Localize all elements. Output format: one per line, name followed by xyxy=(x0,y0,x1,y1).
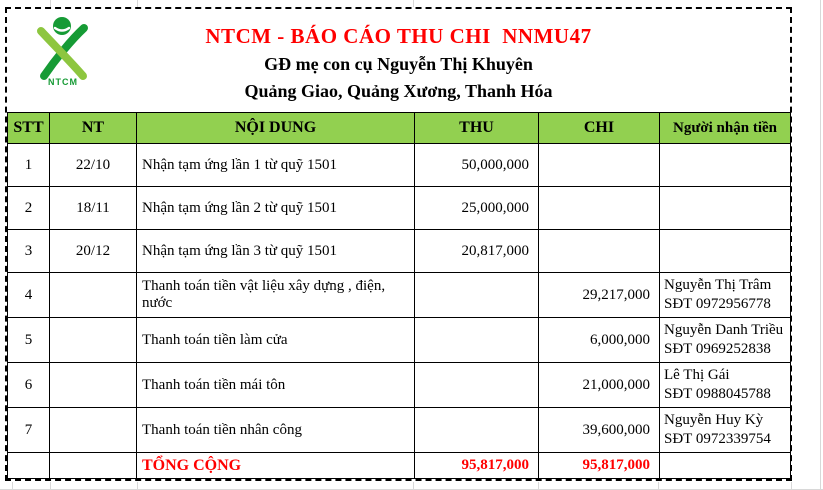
recipient-name: Nguyễn Huy Kỳ xyxy=(664,412,764,429)
logo-text: NTCM xyxy=(48,77,78,86)
cell-nt[interactable]: 20/12 xyxy=(49,229,137,273)
column-header-thu[interactable]: THU xyxy=(414,112,539,144)
cell-recipient[interactable]: Nguyễn Huy Kỳ SĐT 0972339754 xyxy=(659,407,791,453)
cell-noidung[interactable]: Thanh toán tiền làm cửa xyxy=(136,317,415,363)
column-header-chi[interactable]: CHI xyxy=(538,112,660,144)
table-row: 1 22/10 Nhận tạm ứng lần 1 từ quỹ 1501 50,0… xyxy=(7,143,791,187)
cell-nt[interactable] xyxy=(49,407,137,453)
cell-stt[interactable]: 5 xyxy=(7,317,50,363)
cell-nt[interactable]: 18/11 xyxy=(49,186,137,230)
sheet-gridline xyxy=(12,482,13,490)
recipient-name: Nguyễn Thị Trâm xyxy=(664,277,772,294)
cell-stt[interactable]: 6 xyxy=(7,362,50,408)
cell-noidung[interactable]: Nhận tạm ứng lần 3 từ quỹ 1501 xyxy=(136,229,415,273)
cell-stt[interactable]: 1 xyxy=(7,143,50,187)
sheet-gridline xyxy=(137,0,138,7)
cell-noidung[interactable]: Thanh toán tiền nhân công xyxy=(136,407,415,453)
cell-stt[interactable]: 3 xyxy=(7,229,50,273)
ntcm-logo: NTCM xyxy=(31,16,95,86)
cell-nt[interactable] xyxy=(49,272,137,318)
cell-stt[interactable]: 7 xyxy=(7,407,50,453)
logo-figure-icon: NTCM xyxy=(37,17,88,86)
cell-recipient[interactable] xyxy=(659,229,791,273)
column-header-stt[interactable]: STT xyxy=(7,112,50,144)
total-thu-cell[interactable]: 95,817,000 xyxy=(414,452,539,479)
cell-noidung[interactable]: Nhận tạm ứng lần 1 từ quỹ 1501 xyxy=(136,143,415,187)
recipient-phone: SĐT 0988045788 xyxy=(664,386,771,402)
cell-recipient[interactable] xyxy=(659,143,791,187)
cell-stt[interactable]: 4 xyxy=(7,272,50,318)
total-recipient-cell[interactable] xyxy=(659,452,791,479)
sheet-gridline xyxy=(50,482,51,490)
table-header-row: STT NT NỘI DUNG THU CHI Người nhận tiền xyxy=(7,112,791,144)
table-row: 6 Thanh toán tiền mái tôn 21,000,000 Lê Thị… xyxy=(7,362,791,408)
cell-chi[interactable] xyxy=(538,186,660,230)
total-stt-cell[interactable] xyxy=(7,452,50,479)
cell-chi[interactable] xyxy=(538,229,660,273)
recipient-name: Lê Thị Gái xyxy=(664,367,730,384)
cell-chi[interactable]: 6,000,000 xyxy=(538,317,660,363)
recipient-phone: SĐT 0972339754 xyxy=(664,431,771,447)
total-chi-cell[interactable]: 95,817,000 xyxy=(538,452,660,479)
total-row: TỔNG CỘNG 95,817,000 95,817,000 xyxy=(7,452,791,479)
sheet-gridline xyxy=(791,482,792,490)
cell-recipient[interactable]: Lê Thị Gái SĐT 0988045788 xyxy=(659,362,791,408)
cell-nt[interactable] xyxy=(49,362,137,408)
cell-stt[interactable]: 2 xyxy=(7,186,50,230)
cell-noidung[interactable]: Thanh toán tiền mái tôn xyxy=(136,362,415,408)
cell-chi[interactable]: 39,600,000 xyxy=(538,407,660,453)
table-row: 7 Thanh toán tiền nhân công 39,600,000 Nguy… xyxy=(7,407,791,453)
table-row: 5 Thanh toán tiền làm cửa 6,000,000 Nguyễn … xyxy=(7,317,791,363)
cell-nt[interactable] xyxy=(49,317,137,363)
sheet-gridline xyxy=(50,0,51,7)
table-row: 2 18/11 Nhận tạm ứng lần 2 từ quỹ 1501 25,0… xyxy=(7,186,791,230)
cell-thu[interactable] xyxy=(414,362,539,408)
recipient-phone: SĐT 0969252838 xyxy=(664,341,771,357)
column-header-nt[interactable]: NT xyxy=(49,112,137,144)
report-table: STT NT NỘI DUNG THU CHI Người nhận tiền … xyxy=(7,112,791,479)
cell-recipient[interactable]: Nguyễn Thị Trâm SĐT 0972956778 xyxy=(659,272,791,318)
report-subtitle-family: GĐ mẹ con cụ Nguyễn Thị Khuyên xyxy=(264,54,533,74)
cell-thu[interactable] xyxy=(414,317,539,363)
table-row: 3 20/12 Nhận tạm ứng lần 3 từ quỹ 1501 20,8… xyxy=(7,229,791,273)
cell-thu[interactable] xyxy=(414,272,539,318)
column-header-recipient[interactable]: Người nhận tiền xyxy=(659,112,791,144)
column-header-noidung[interactable]: NỘI DUNG xyxy=(136,112,415,144)
table-body: 1 22/10 Nhận tạm ứng lần 1 từ quỹ 1501 50,0… xyxy=(7,143,791,453)
cell-thu[interactable]: 25,000,000 xyxy=(414,186,539,230)
cell-recipient[interactable] xyxy=(659,186,791,230)
cell-thu[interactable]: 20,817,000 xyxy=(414,229,539,273)
cell-recipient[interactable]: Nguyễn Danh Triều SĐT 0969252838 xyxy=(659,317,791,363)
report-subtitle-address: Quảng Giao, Quảng Xương, Thanh Hóa xyxy=(244,81,553,101)
total-nt-cell[interactable] xyxy=(49,452,137,479)
recipient-name: Nguyễn Danh Triều xyxy=(664,322,784,339)
sheet-gridline xyxy=(413,0,414,7)
cell-nt[interactable]: 22/10 xyxy=(49,143,137,187)
total-label[interactable]: TỔNG CỘNG xyxy=(136,452,415,479)
report-title: NTCM - BÁO CÁO THU CHI NNMU47 xyxy=(205,24,592,48)
cell-chi[interactable]: 29,217,000 xyxy=(538,272,660,318)
recipient-phone: SĐT 0972956778 xyxy=(664,296,771,312)
cell-chi[interactable]: 21,000,000 xyxy=(538,362,660,408)
table-row: 4 Thanh toán tiền vật liệu xây dựng , điệ… xyxy=(7,272,791,318)
sheet-gridline xyxy=(538,482,539,490)
cell-thu[interactable] xyxy=(414,407,539,453)
sheet-gridline xyxy=(820,0,821,490)
cell-noidung[interactable]: Thanh toán tiền vật liệu xây dựng , điện… xyxy=(136,272,415,318)
cell-noidung[interactable]: Nhận tạm ứng lần 2 từ quỹ 1501 xyxy=(136,186,415,230)
cell-chi[interactable] xyxy=(538,143,660,187)
report-header: NTCM NTCM - BÁO CÁO THU CHI NNMU47 GĐ mẹ… xyxy=(7,9,790,112)
report-print-area: NTCM NTCM - BÁO CÁO THU CHI NNMU47 GĐ mẹ… xyxy=(5,7,792,481)
cell-thu[interactable]: 50,000,000 xyxy=(414,143,539,187)
sheet-gridline xyxy=(137,482,138,490)
sheet-gridline xyxy=(413,482,414,490)
sheet-gridline xyxy=(658,482,659,490)
